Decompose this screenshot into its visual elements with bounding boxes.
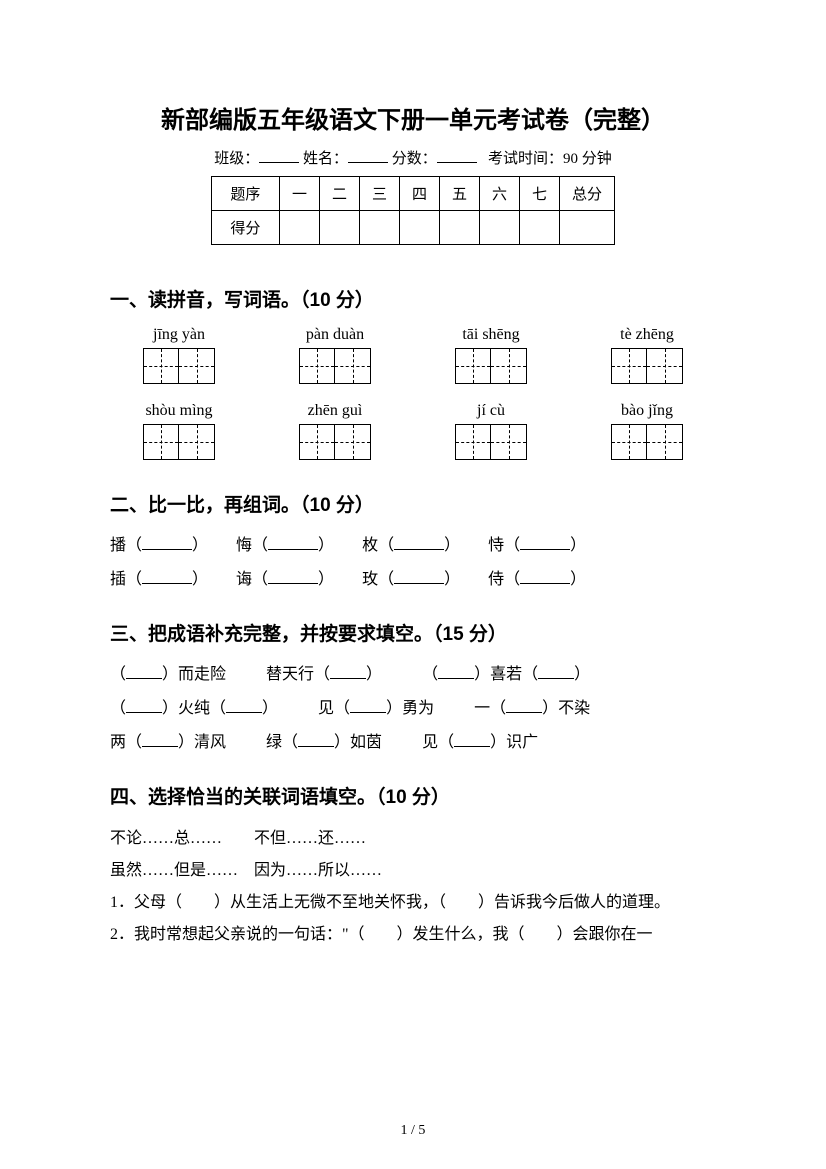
th-7: 七: [520, 177, 560, 211]
char-box[interactable]: [455, 348, 491, 384]
char-box[interactable]: [647, 424, 683, 460]
char-box[interactable]: [299, 424, 335, 460]
cell-2[interactable]: [319, 211, 359, 245]
char-box[interactable]: [143, 424, 179, 460]
pinyin-2-4: bào jǐng: [582, 402, 712, 420]
char-box[interactable]: [491, 348, 527, 384]
blank[interactable]: [298, 733, 334, 747]
cell-8[interactable]: [560, 211, 615, 245]
blank[interactable]: [520, 570, 570, 584]
cell-5[interactable]: [440, 211, 480, 245]
cell-1[interactable]: [279, 211, 319, 245]
pinyin-1-1: jīng yàn: [114, 326, 244, 344]
c21: 插（: [110, 571, 142, 588]
section4-heading: 四、选择恰当的关联词语填空。（10 分）: [110, 782, 716, 809]
compare-row-1: 播（） 悔（） 枚（） 恃（）: [110, 531, 716, 555]
th-0: 题序: [211, 177, 279, 211]
th-3: 三: [359, 177, 399, 211]
blank[interactable]: [226, 699, 262, 713]
name-blank[interactable]: [348, 149, 388, 163]
cell-6[interactable]: [480, 211, 520, 245]
cell-3[interactable]: [359, 211, 399, 245]
th-2: 二: [319, 177, 359, 211]
char-box[interactable]: [179, 424, 215, 460]
section1-heading: 一、读拼音，写词语。（10 分）: [110, 285, 716, 312]
th-6: 六: [480, 177, 520, 211]
char-box[interactable]: [143, 348, 179, 384]
pinyin-2-1: shòu mìng: [114, 402, 244, 420]
q2: 2．我时常想起父亲说的一句话："（ ）发生什么，我（ ）会跟你在一: [110, 919, 716, 951]
c13: 枚（: [362, 537, 394, 554]
pinyin-1-3: tāi shēng: [426, 326, 556, 344]
opt-line2: 虽然……但是…… 因为……所以……: [110, 855, 716, 887]
time-label: 考试时间：90 分钟: [488, 151, 612, 167]
idiom-row-1: （）而走险 替天行（） （）喜若（）: [110, 660, 716, 684]
pinyin-block-1: jīng yàn pàn duàn tāi shēng tè zhēng: [110, 326, 716, 384]
blank[interactable]: [330, 665, 366, 679]
compare-row-2: 插（） 诲（） 玫（） 侍（）: [110, 565, 716, 589]
blank[interactable]: [142, 733, 178, 747]
meta-line: 班级： 姓名： 分数： 考试时间：90 分钟: [110, 147, 716, 168]
blank[interactable]: [394, 570, 444, 584]
blank[interactable]: [438, 665, 474, 679]
pinyin-2-2: zhēn guì: [270, 402, 400, 420]
blank[interactable]: [126, 699, 162, 713]
idiom-row-2: （）火纯（） 见（）勇为 一（）不染: [110, 694, 716, 718]
char-box[interactable]: [611, 348, 647, 384]
idiom-row-3: 两（）清风 绿（）如茵 见（）识广: [110, 728, 716, 752]
cell-4[interactable]: [399, 211, 439, 245]
blank[interactable]: [268, 536, 318, 550]
blank[interactable]: [520, 536, 570, 550]
char-box[interactable]: [179, 348, 215, 384]
blank[interactable]: [350, 699, 386, 713]
cell-7[interactable]: [520, 211, 560, 245]
blank[interactable]: [506, 699, 542, 713]
section2-heading: 二、比一比，再组词。（10 分）: [110, 490, 716, 517]
name-label: 姓名：: [303, 151, 348, 167]
char-box[interactable]: [647, 348, 683, 384]
c23: 玫（: [362, 571, 394, 588]
pinyin-block-2: shòu mìng zhēn guì jí cù bào jǐng: [110, 402, 716, 460]
pinyin-1-4: tè zhēng: [582, 326, 712, 344]
class-blank[interactable]: [259, 149, 299, 163]
class-label: 班级：: [214, 151, 259, 167]
opt-line1: 不论……总…… 不但……还……: [110, 823, 716, 855]
section3-heading: 三、把成语补充完整，并按要求填空。（15 分）: [110, 619, 716, 646]
blank[interactable]: [538, 665, 574, 679]
blank[interactable]: [142, 536, 192, 550]
score-table: 题序 一 二 三 四 五 六 七 总分 得分: [211, 176, 615, 245]
blank[interactable]: [268, 570, 318, 584]
char-box[interactable]: [491, 424, 527, 460]
char-box[interactable]: [299, 348, 335, 384]
blank[interactable]: [394, 536, 444, 550]
c12: 悔（: [236, 537, 268, 554]
th-5: 五: [440, 177, 480, 211]
c14: 恃（: [488, 537, 520, 554]
blank[interactable]: [454, 733, 490, 747]
score-label: 分数：: [392, 151, 437, 167]
pinyin-1-2: pàn duàn: [270, 326, 400, 344]
row2-label: 得分: [211, 211, 279, 245]
char-box[interactable]: [335, 424, 371, 460]
th-4: 四: [399, 177, 439, 211]
char-box[interactable]: [455, 424, 491, 460]
q1: 1．父母（ ）从生活上无微不至地关怀我，（ ）告诉我今后做人的道理。: [110, 887, 716, 919]
pinyin-2-3: jí cù: [426, 402, 556, 420]
th-1: 一: [279, 177, 319, 211]
c11: 播（: [110, 537, 142, 554]
char-box[interactable]: [335, 348, 371, 384]
score-value-row: 得分: [211, 211, 614, 245]
char-box[interactable]: [611, 424, 647, 460]
blank[interactable]: [142, 570, 192, 584]
exam-title: 新部编版五年级语文下册一单元考试卷（完整）: [110, 100, 716, 135]
score-blank[interactable]: [437, 149, 477, 163]
conj-options: 不论……总…… 不但……还…… 虽然……但是…… 因为……所以……: [110, 823, 716, 887]
blank[interactable]: [126, 665, 162, 679]
th-8: 总分: [560, 177, 615, 211]
c24: 侍（: [488, 571, 520, 588]
page-number: 1 / 5: [0, 1123, 826, 1139]
score-header-row: 题序 一 二 三 四 五 六 七 总分: [211, 177, 614, 211]
c22: 诲（: [236, 571, 268, 588]
